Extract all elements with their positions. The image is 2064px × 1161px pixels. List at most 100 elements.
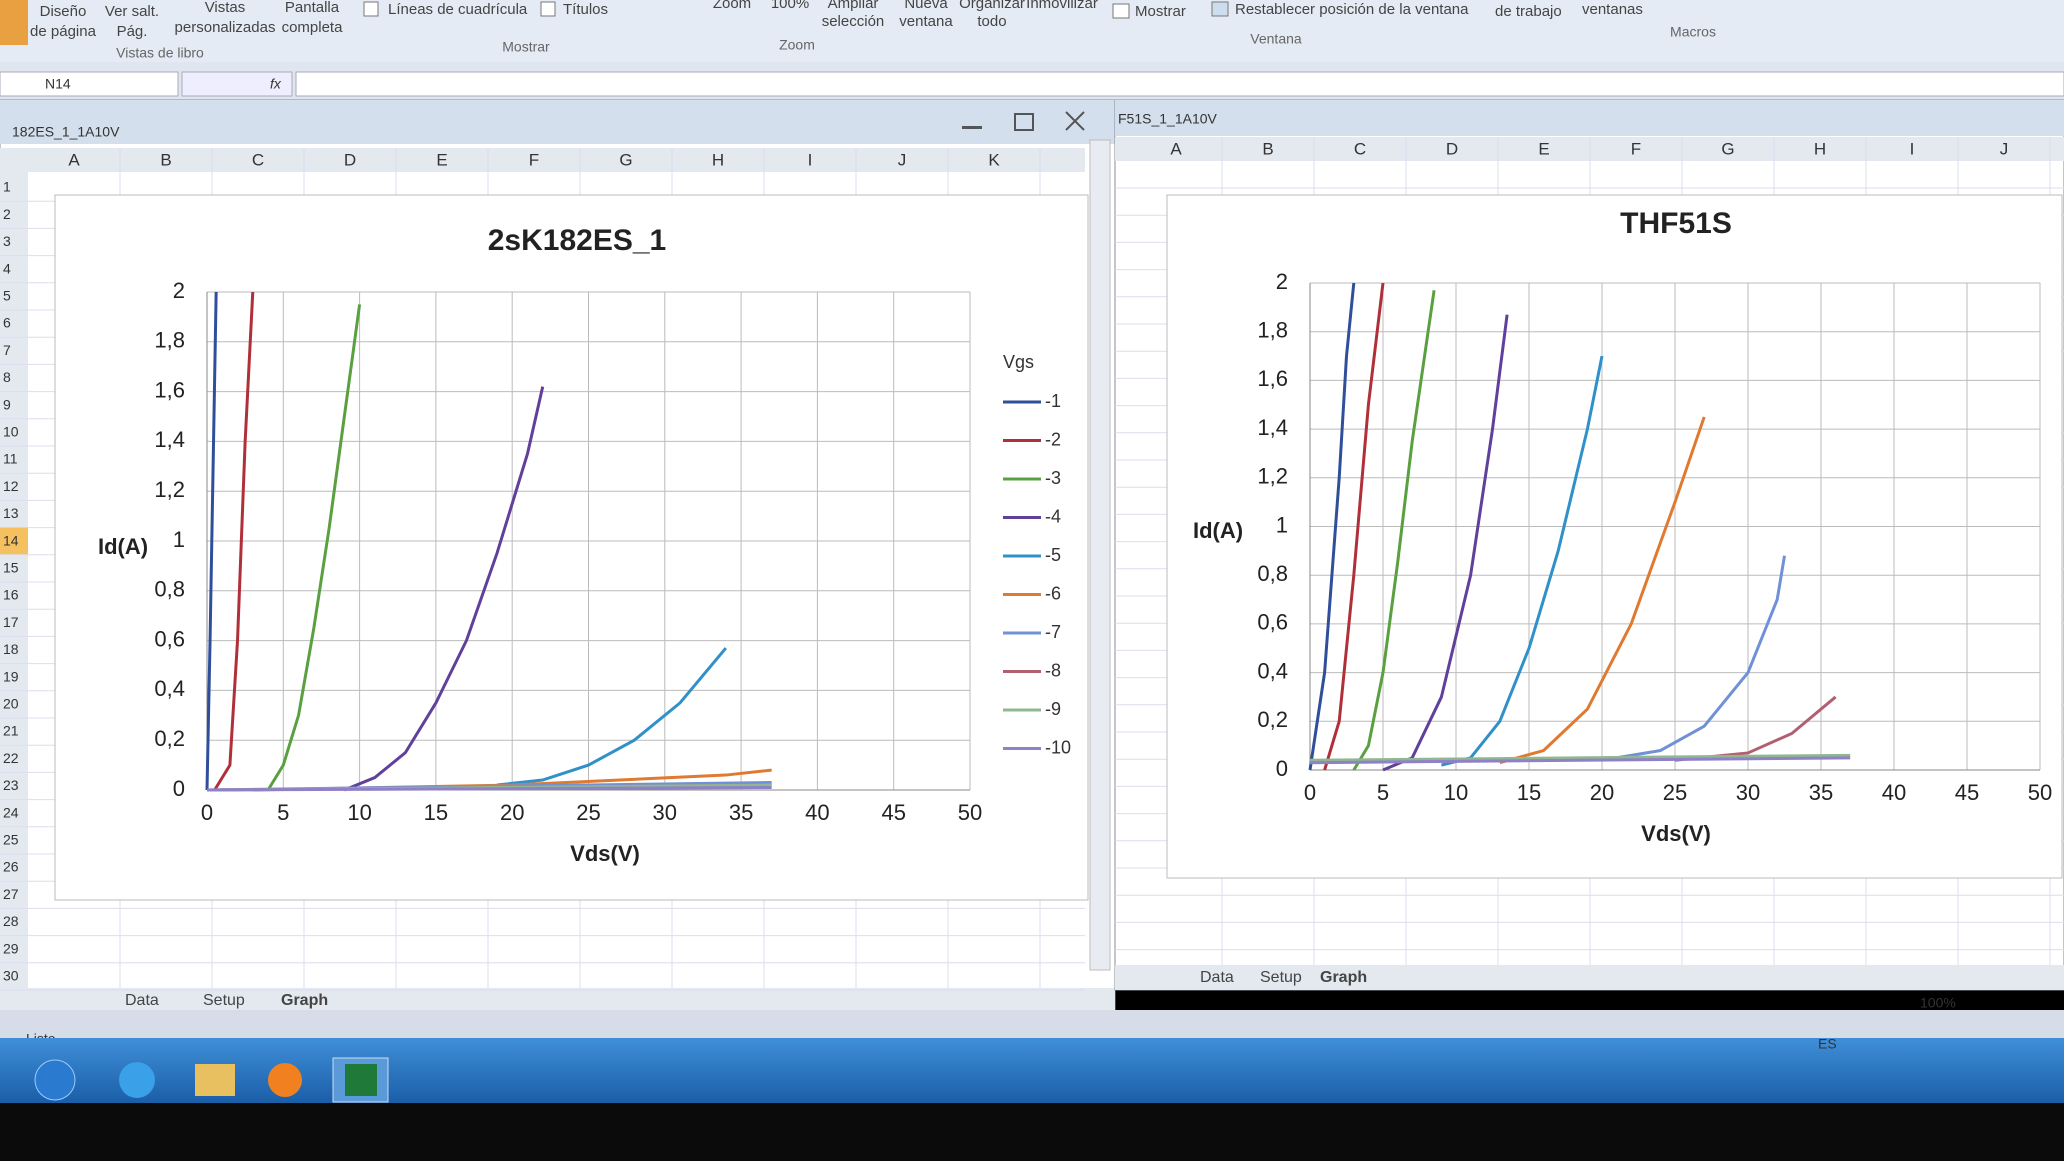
name-box-text[interactable]: N14	[45, 76, 71, 92]
sheet-tab-bar	[1115, 965, 2064, 990]
x-tick-label: 45	[881, 800, 905, 825]
ribbon-item[interactable]: de página	[30, 23, 97, 40]
browser-icon[interactable]	[119, 1062, 155, 1098]
ribbon-item[interactable]: Vistas	[205, 0, 246, 16]
column-header: K	[988, 150, 1000, 169]
checkbox[interactable]	[540, 1, 556, 17]
ribbon-item[interactable]: Ampliar	[828, 0, 879, 12]
minimize-button[interactable]	[962, 126, 982, 129]
ribbon-item[interactable]: Restablecer posición de la ventana	[1235, 1, 1469, 18]
ribbon-item[interactable]: Títulos	[563, 1, 608, 18]
ribbon-item[interactable]: ventanas	[1582, 1, 1643, 18]
taskbar	[0, 1038, 2064, 1103]
sheet-tab[interactable]: Setup	[203, 992, 245, 1009]
x-tick-label: 25	[1663, 780, 1687, 805]
row-header: 1	[3, 179, 11, 195]
ribbon-item[interactable]: todo	[977, 13, 1006, 30]
y-tick-label: 1,2	[154, 477, 185, 502]
chart-title: 2sK182ES_1	[488, 224, 666, 257]
column-header: G	[1721, 139, 1734, 158]
column-header: I	[808, 150, 813, 169]
column-header-bar	[0, 148, 1085, 172]
checkbox[interactable]	[363, 1, 379, 17]
chart-area	[54, 194, 1089, 901]
column-header: E	[1538, 139, 1549, 158]
title-bar	[1115, 100, 2064, 136]
ribbon-item[interactable]: Inmovilizar	[1026, 0, 1098, 12]
y-tick-label: 1,2	[1257, 464, 1288, 489]
sheet-tab[interactable]: Graph	[1320, 969, 1367, 986]
ribbon-item[interactable]: de trabajo	[1495, 3, 1562, 20]
x-tick-label: 5	[1377, 780, 1389, 805]
row-header: 13	[3, 505, 19, 521]
y-axis-label: Id(A)	[98, 534, 148, 559]
ribbon-item[interactable]: Organizar	[959, 0, 1025, 12]
x-tick-label: 0	[1304, 780, 1316, 805]
media-icon[interactable]	[268, 1063, 302, 1097]
ribbon-item[interactable]: Pág.	[117, 23, 148, 40]
ribbon-group: Macros	[1670, 24, 1716, 40]
sheet-tab[interactable]: Data	[125, 992, 159, 1009]
ribbon-item[interactable]: Líneas de cuadrícula	[388, 1, 528, 18]
window-title: F51S_1_1A10V	[1118, 111, 1218, 127]
fx-button[interactable]: fx	[270, 76, 282, 92]
sheet-tab-bar	[0, 988, 1115, 1010]
ribbon-item[interactable]: 100%	[771, 0, 809, 12]
formula-buttons	[181, 71, 293, 97]
sheet-tab[interactable]: Graph	[281, 992, 328, 1009]
sheet-tab[interactable]: Setup	[1260, 969, 1302, 986]
y-tick-label: 0	[173, 776, 185, 801]
row-header: 25	[3, 832, 19, 848]
ribbon-item[interactable]: personalizadas	[175, 19, 276, 36]
bezel	[0, 1103, 2064, 1161]
explorer-icon[interactable]	[195, 1064, 235, 1096]
row-header: 15	[3, 560, 19, 576]
ribbon-item[interactable]: Zoom	[713, 0, 751, 12]
row-header: 22	[3, 750, 19, 766]
y-tick-label: 1	[1276, 512, 1288, 537]
y-tick-label: 0,8	[1257, 561, 1288, 586]
column-header: B	[1262, 139, 1273, 158]
language-indicator[interactable]: ES	[1818, 1036, 1837, 1052]
name-box[interactable]	[0, 71, 179, 97]
x-tick-label: 10	[347, 800, 371, 825]
x-tick-label: 50	[958, 800, 982, 825]
icon	[1112, 3, 1130, 19]
ribbon-item[interactable]: ventana	[899, 13, 953, 30]
ribbon-item[interactable]: selección	[822, 13, 885, 30]
y-tick-label: 1,8	[154, 328, 185, 353]
formula-input[interactable]	[295, 71, 2064, 97]
x-tick-label: 20	[500, 800, 524, 825]
ribbon-item[interactable]: Ver salt.	[105, 3, 159, 20]
data-line	[1308, 282, 1356, 771]
chart-title: THF51S	[1620, 207, 1732, 240]
row-header-bar	[0, 148, 28, 988]
legend-label: -4	[1045, 506, 1061, 526]
vertical-scrollbar[interactable]	[1089, 139, 1111, 971]
start-button[interactable]	[34, 1059, 76, 1101]
legend-label: -5	[1045, 545, 1061, 565]
legend-label: -9	[1045, 699, 1061, 719]
sheet-tab[interactable]: Data	[1200, 969, 1234, 986]
column-header: J	[898, 150, 907, 169]
ribbon-item[interactable]: Diseño	[40, 3, 87, 20]
column-header: D	[1446, 139, 1458, 158]
row-header: 18	[3, 641, 19, 657]
ribbon-item[interactable]: Nueva	[904, 0, 948, 12]
column-header: F	[1631, 139, 1641, 158]
maximize-button[interactable]	[1014, 113, 1034, 131]
x-tick-label: 30	[653, 800, 677, 825]
x-tick-label: 35	[1809, 780, 1833, 805]
ribbon-item[interactable]: Pantalla	[285, 0, 340, 16]
ribbon-item[interactable]: Mostrar	[1135, 3, 1186, 20]
row-header: 29	[3, 940, 19, 956]
y-tick-label: 1,8	[1257, 318, 1288, 343]
legend-label: -7	[1045, 622, 1061, 642]
zoom-level[interactable]: 100%	[1920, 995, 1956, 1011]
column-header: J	[2000, 139, 2009, 158]
y-axis-label: Id(A)	[1193, 518, 1243, 543]
close-button[interactable]	[1065, 111, 1085, 131]
ribbon-item[interactable]: completa	[282, 19, 344, 36]
column-header: H	[1814, 139, 1826, 158]
